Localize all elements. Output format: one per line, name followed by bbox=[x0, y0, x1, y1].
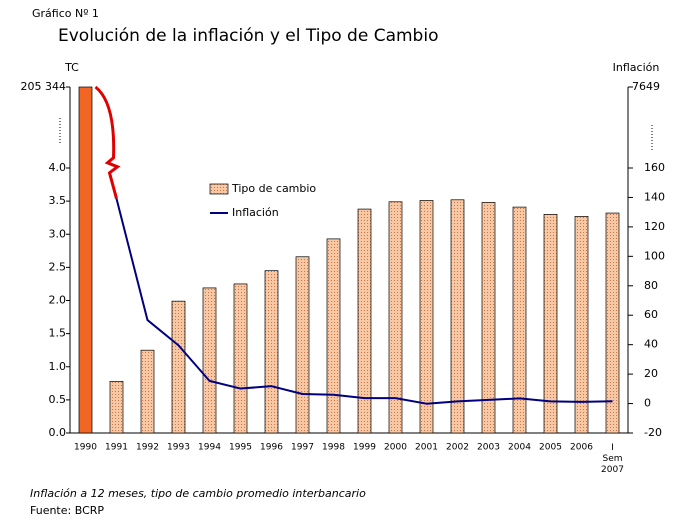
y2-tick-label: 120 bbox=[644, 220, 665, 233]
bar bbox=[326, 238, 341, 434]
x-tick-label: 1990 bbox=[74, 443, 97, 453]
bar bbox=[605, 212, 620, 434]
bar bbox=[481, 202, 496, 434]
x-tick-label: 2002 bbox=[446, 443, 469, 453]
bar bbox=[171, 300, 186, 434]
bar bbox=[295, 256, 310, 434]
y-tick-label: 2.0 bbox=[49, 294, 67, 307]
y-tick-label: 2.5 bbox=[49, 260, 67, 273]
chart-title: Evolución de la inflación y el Tipo de C… bbox=[58, 26, 438, 46]
y-axis-label: TC bbox=[64, 61, 79, 74]
y-tick-label: 4.0 bbox=[49, 161, 67, 174]
y2-tick-label: 60 bbox=[644, 308, 658, 321]
legend-label: Tipo de cambio bbox=[231, 182, 316, 195]
bar bbox=[140, 349, 155, 434]
bar bbox=[202, 287, 217, 434]
y2-tick-label: 40 bbox=[644, 338, 658, 351]
legend-swatch bbox=[209, 183, 229, 195]
x-tick-label: 2001 bbox=[415, 443, 438, 453]
x-tick-label: 1997 bbox=[291, 443, 314, 453]
y2-tick-label: 160 bbox=[644, 161, 665, 174]
y-tick-label: 0.0 bbox=[49, 426, 67, 439]
y-tick-label: 205 344 bbox=[21, 80, 67, 93]
x-tick-label: 1999 bbox=[353, 443, 376, 453]
y2-tick-label: 0 bbox=[644, 397, 651, 410]
x-tick-label: 1994 bbox=[198, 443, 221, 453]
x-tick-label: 2004 bbox=[508, 443, 531, 453]
bar bbox=[512, 206, 527, 434]
y2-axis-label: Inflación bbox=[613, 61, 660, 74]
line bbox=[115, 198, 613, 405]
bar bbox=[78, 86, 93, 434]
x-tick-label: 2000 bbox=[384, 443, 407, 453]
bar bbox=[357, 208, 372, 434]
line-break-arrow bbox=[94, 85, 121, 200]
x-tick-label: 1995 bbox=[229, 443, 252, 453]
bar bbox=[450, 199, 465, 434]
x-tick-label: 1992 bbox=[136, 443, 159, 453]
x-tick-label: 1996 bbox=[260, 443, 283, 453]
y2-tick-label: 7649 bbox=[632, 80, 660, 93]
bar bbox=[543, 214, 558, 434]
x-tick-label: 1991 bbox=[105, 443, 128, 453]
y-tick-label: 3.5 bbox=[49, 194, 67, 207]
y2-tick-label: -20 bbox=[644, 426, 662, 439]
bar bbox=[233, 283, 248, 434]
x-tick-label: 2003 bbox=[477, 443, 500, 453]
bar bbox=[388, 201, 403, 434]
y2-tick-label: 140 bbox=[644, 190, 665, 203]
x-tick-label: 2005 bbox=[539, 443, 562, 453]
y-tick-label: 1.5 bbox=[49, 327, 67, 340]
note: Inflación a 12 meses, tipo de cambio pro… bbox=[30, 487, 366, 500]
source: Fuente: BCRP bbox=[30, 504, 104, 517]
x-tick-label: 1993 bbox=[167, 443, 190, 453]
bar bbox=[574, 216, 589, 434]
y2-tick-label: 80 bbox=[644, 279, 658, 292]
legend-label: Inflación bbox=[232, 206, 279, 219]
x-tick-label: 2006 bbox=[570, 443, 593, 453]
bar bbox=[109, 380, 124, 434]
bar bbox=[264, 270, 279, 434]
x-tick-label: I Sem 2007 bbox=[601, 443, 624, 475]
x-tick-label: 1998 bbox=[322, 443, 345, 453]
y-tick-label: 1.0 bbox=[49, 360, 67, 373]
chart-label: Gráfico Nº 1 bbox=[32, 7, 99, 20]
y2-tick-label: 20 bbox=[644, 367, 658, 380]
y2-tick-label: 100 bbox=[644, 249, 665, 262]
y-tick-label: 3.0 bbox=[49, 227, 67, 240]
bar bbox=[419, 200, 434, 434]
y-tick-label: 0.5 bbox=[49, 393, 67, 406]
